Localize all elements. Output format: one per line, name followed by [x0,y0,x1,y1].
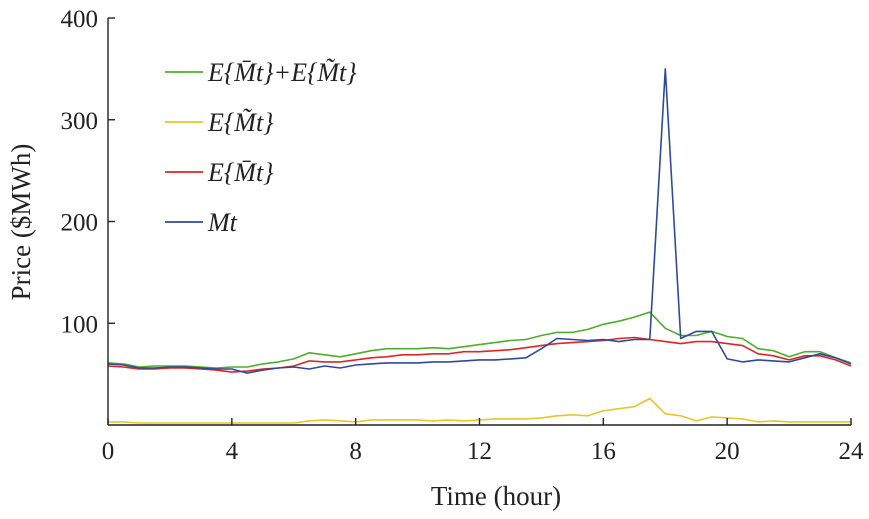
legend-label-1: E{M̃t} [207,108,274,137]
y-tick-label: 300 [61,108,99,135]
x-tick-label: 8 [349,438,362,465]
series-line-3 [107,68,852,374]
x-tick-label: 4 [226,438,239,465]
y-ticks: 100 200 300 400 [61,6,115,338]
x-axis-title: Time (hour) [431,481,561,511]
legend-label-3: Mt [207,208,238,237]
x-ticks: 0 4 8 12 16 20 24 [102,418,864,465]
series-line-2 [107,336,852,373]
y-tick-label: 400 [61,6,99,33]
y-tick-label: 200 [61,210,99,237]
x-tick-label: 16 [591,438,616,465]
x-tick-label: 12 [467,438,492,465]
x-tick-label: 24 [839,438,865,465]
y-tick-label: 100 [61,311,99,338]
legend-label-2: E{M̄t} [207,158,274,187]
series-line-0 [107,311,852,369]
x-tick-label: 20 [715,438,740,465]
legend: E{M̄t}+E{M̃t} E{M̃t} E{M̄t} Mt [165,58,357,237]
x-tick-label: 0 [102,438,115,465]
y-axis-title: Price ($MWh) [6,144,36,301]
legend-label-0: E{M̄t}+E{M̃t} [207,58,357,87]
